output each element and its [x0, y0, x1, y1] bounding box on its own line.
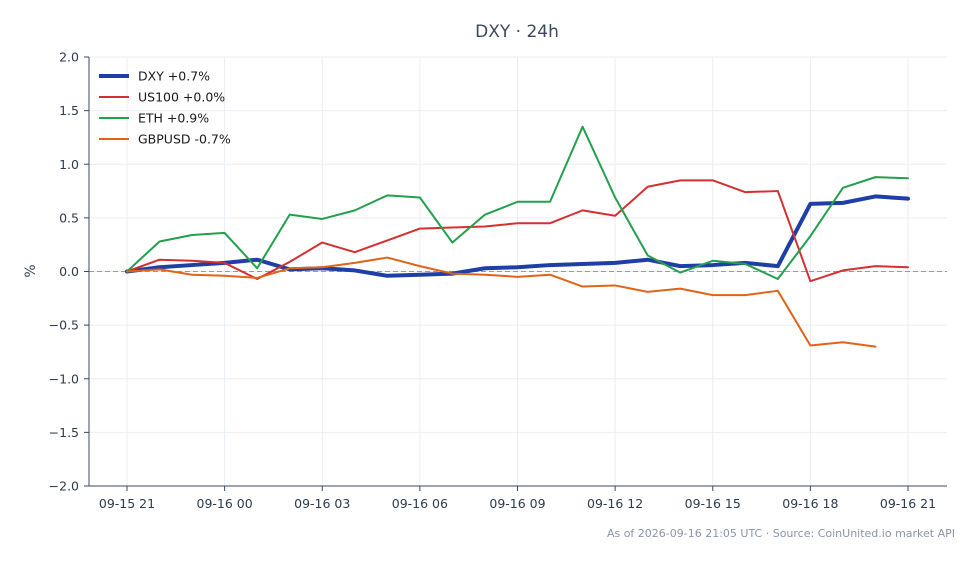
series-line-3 — [126, 256, 877, 348]
y-tick-label: 1.5 — [59, 103, 79, 118]
series-line-2 — [126, 125, 909, 281]
legend: DXY +0.7% US100 +0.0% ETH +0.9% GBPUSD -0.7… — [99, 69, 231, 147]
legend-label: US100 +0.0% — [138, 90, 225, 105]
x-tick-label: 09-16 09 — [489, 496, 545, 511]
chart-title: DXY · 24h — [475, 22, 559, 42]
series-line-1 — [126, 179, 909, 283]
y-tick-label: 2.0 — [59, 50, 79, 65]
x-tick-label: 09-15 21 — [99, 496, 155, 511]
axes-layer — [84, 56, 947, 491]
y-axis-label: % — [23, 264, 39, 277]
x-tick-label: 09-16 21 — [880, 496, 936, 511]
series-line-0 — [125, 194, 910, 278]
legend-label: GBPUSD -0.7% — [138, 132, 231, 147]
y-tick-label: −2.0 — [49, 479, 79, 494]
y-tick-label: 1.0 — [59, 157, 79, 172]
footer-source-note: As of 2026-09-16 21:05 UTC · Source: Coi… — [607, 527, 955, 540]
y-tick-label: 0.5 — [59, 210, 79, 225]
x-tick-label: 09-16 18 — [782, 496, 838, 511]
x-tick-label: 09-16 12 — [587, 496, 643, 511]
y-tick-label: −0.5 — [49, 318, 79, 333]
y-tick-label: 0.0 — [59, 264, 79, 279]
x-tick-label: 09-16 15 — [685, 496, 741, 511]
series-layer — [125, 125, 910, 348]
y-tick-label: −1.0 — [49, 371, 79, 386]
x-tick-label: 09-16 06 — [392, 496, 448, 511]
x-tick-label: 09-16 03 — [294, 496, 350, 511]
y-tick-label: −1.5 — [49, 425, 79, 440]
legend-label: ETH +0.9% — [138, 111, 209, 126]
x-tick-labels: 09-15 21 09-16 00 09-16 03 09-16 06 09-16 09… — [99, 496, 936, 511]
y-tick-labels: 2.0 1.5 1.0 0.5 0.0 −0.5 −1.0 −1.5 −2.0 — [49, 50, 79, 494]
legend-label: DXY +0.7% — [138, 69, 210, 84]
x-tick-label: 09-16 00 — [197, 496, 253, 511]
